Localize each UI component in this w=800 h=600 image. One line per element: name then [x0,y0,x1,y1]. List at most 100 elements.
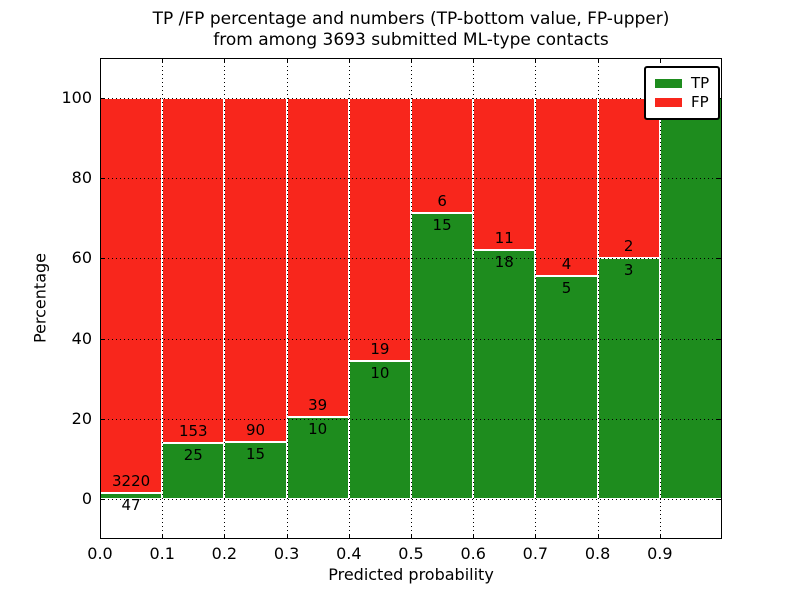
x-tick-mark [348,58,350,63]
vertical-gridline [473,58,475,539]
legend-label-tp: TP [691,74,710,92]
bar-fp-segment [535,98,598,277]
y-tick-mark [100,418,105,420]
bar-fp-segment [224,98,287,442]
x-tick-mark [348,534,350,539]
y-tick-mark [100,178,105,180]
x-tick-mark [411,58,412,63]
bar-tp-segment [348,360,411,499]
x-tick-mark [162,58,164,63]
bar-fp-segment [162,98,225,443]
legend: TP FP [644,66,721,120]
x-tick-mark [100,58,101,63]
tp-count-label: 18 [494,253,514,272]
x-tick-mark [473,534,475,539]
y-tick-mark [100,338,105,340]
y-tick-mark [717,498,722,500]
x-tick-mark [411,534,412,539]
fp-count-label: 4 [561,255,572,274]
x-tick-mark [597,58,599,63]
x-tick-label: 0.7 [522,544,549,563]
vertical-gridline [597,58,599,539]
bar-fp-segment [348,98,411,361]
x-tick-mark [224,534,226,539]
x-tick-label: 0.0 [87,544,113,563]
y-tick-label: 20 [71,408,92,428]
y-tick-mark [717,338,722,340]
bar-fp-segment [286,98,349,418]
fp-count-label: 3220 [112,472,151,491]
x-tick-mark [535,534,537,539]
chart-title: TP /FP percentage and numbers (TP-bottom… [153,9,670,51]
x-tick-label: 0.8 [584,544,611,563]
x-tick-label: 0.3 [273,544,300,563]
y-tick-label: 0 [81,488,92,508]
bar-tp-segment [286,417,349,499]
x-tick-mark [659,58,661,63]
tp-count-label: 3 [623,261,634,280]
tp-count-label: 10 [370,363,390,382]
vertical-gridline [348,58,350,539]
y-axis-label: Percentage [30,252,50,344]
bar-tp-segment [224,441,287,499]
fp-count-label: 19 [370,339,390,358]
plot-area: 47322025153159010391019156181154321 [100,58,722,539]
x-tick-mark [535,58,537,63]
vertical-gridline [411,58,412,539]
legend-label-fp: FP [691,93,709,111]
x-tick-mark [224,58,226,63]
x-tick-label: 0.4 [336,544,362,563]
fp-count-label: 11 [494,229,514,248]
y-tick-label: 40 [71,328,92,348]
x-tick-mark [473,58,475,63]
bar-tp-segment [411,212,474,499]
x-axis-label: Predicted probability [328,565,494,584]
tp-count-label: 15 [432,215,452,234]
y-tick-mark [100,258,105,260]
vertical-gridline [535,58,537,539]
y-tick-label: 80 [71,168,92,188]
legend-item-tp: TP [655,74,709,93]
bar-tp-segment [659,98,722,499]
fp-count-label: 90 [245,420,266,439]
bar-tp-segment [597,258,660,499]
vertical-gridline [659,58,661,539]
bar-tp-segment [473,250,536,499]
x-tick-mark [162,534,164,539]
x-tick-label: 0.1 [149,544,175,563]
x-tick-label: 0.2 [211,544,238,563]
tp-count-label: 15 [245,444,266,463]
legend-item-fp: FP [655,93,709,112]
x-tick-label: 0.6 [460,544,486,563]
bar-fp-segment [473,98,536,251]
vertical-gridline [286,58,288,539]
x-tick-label: 0.9 [647,544,673,563]
vertical-gridline [224,58,226,539]
y-tick-label: 100 [61,88,92,108]
fp-count-label: 39 [308,396,328,415]
y-tick-mark [717,178,722,180]
vertical-gridline [162,58,164,539]
bar-fp-segment [100,98,163,494]
y-tick-mark [717,258,722,260]
tp-count-label: 25 [183,445,203,464]
y-tick-mark [100,498,105,500]
tp-swatch-icon [655,79,682,88]
fp-count-label: 6 [437,191,447,210]
tp-count-label: 47 [121,496,141,515]
fp-count-label: 2 [623,237,634,256]
bar-tp-segment [535,276,598,499]
fp-swatch-icon [655,98,682,107]
fp-count-label: 153 [178,421,208,440]
y-tick-mark [717,418,722,420]
x-tick-mark [286,58,288,63]
x-tick-mark [100,534,101,539]
tp-count-label: 10 [308,420,328,439]
y-tick-mark [100,98,105,100]
x-tick-mark [286,534,288,539]
chart-title-line2: from among 3693 submitted ML-type contac… [213,30,609,50]
x-tick-mark [597,534,599,539]
x-tick-mark [659,534,661,539]
x-tick-label: 0.5 [398,544,424,563]
